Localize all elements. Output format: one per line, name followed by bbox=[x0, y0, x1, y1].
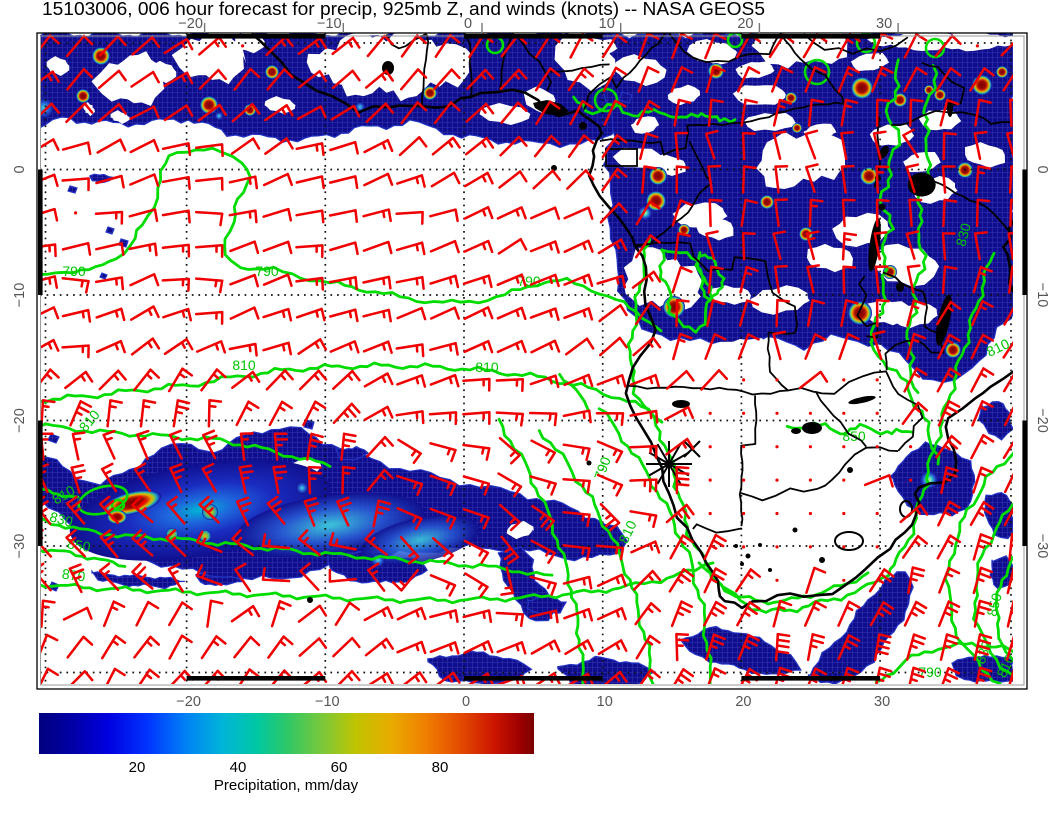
svg-text:30: 30 bbox=[874, 694, 890, 710]
svg-text:Precipitation, mm/day: Precipitation, mm/day bbox=[214, 777, 359, 794]
svg-text:60: 60 bbox=[331, 759, 348, 776]
svg-text:810: 810 bbox=[232, 357, 256, 373]
svg-text:0: 0 bbox=[464, 16, 472, 32]
svg-text:830: 830 bbox=[952, 221, 974, 248]
svg-text:−20: −20 bbox=[1034, 408, 1050, 433]
svg-text:15103006, 006 hour forecast fo: 15103006, 006 hour forecast for precip, … bbox=[42, 0, 765, 19]
svg-text:790: 790 bbox=[591, 454, 614, 482]
svg-text:40: 40 bbox=[230, 759, 247, 776]
svg-text:830: 830 bbox=[48, 508, 75, 530]
svg-text:790: 790 bbox=[62, 263, 86, 279]
svg-text:790: 790 bbox=[255, 263, 279, 279]
svg-text:20: 20 bbox=[129, 759, 146, 776]
svg-text:−10: −10 bbox=[1034, 283, 1050, 308]
svg-text:850: 850 bbox=[983, 591, 1005, 618]
svg-text:0: 0 bbox=[462, 694, 470, 710]
svg-text:10: 10 bbox=[599, 16, 615, 32]
svg-text:0: 0 bbox=[12, 165, 28, 173]
svg-text:−30: −30 bbox=[1034, 534, 1050, 559]
svg-text:−10: −10 bbox=[315, 694, 340, 710]
svg-text:−20: −20 bbox=[178, 16, 203, 32]
svg-text:80: 80 bbox=[432, 759, 449, 776]
svg-text:−20: −20 bbox=[176, 694, 201, 710]
svg-text:−20: −20 bbox=[12, 408, 28, 433]
svg-text:10: 10 bbox=[597, 694, 613, 710]
svg-text:790: 790 bbox=[918, 664, 942, 680]
svg-text:20: 20 bbox=[737, 16, 753, 32]
svg-text:−30: −30 bbox=[12, 534, 28, 559]
svg-text:20: 20 bbox=[735, 694, 751, 710]
svg-text:−10: −10 bbox=[317, 16, 342, 32]
svg-text:810: 810 bbox=[475, 359, 499, 375]
svg-text:0: 0 bbox=[1034, 165, 1050, 173]
svg-text:−10: −10 bbox=[12, 283, 28, 308]
svg-text:30: 30 bbox=[876, 16, 892, 32]
